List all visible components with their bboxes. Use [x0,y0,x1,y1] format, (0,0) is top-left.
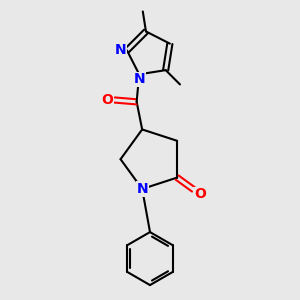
Text: N: N [134,73,146,86]
Text: N: N [136,182,148,196]
Text: O: O [194,187,206,201]
Text: N: N [115,44,126,57]
Text: O: O [101,93,113,107]
